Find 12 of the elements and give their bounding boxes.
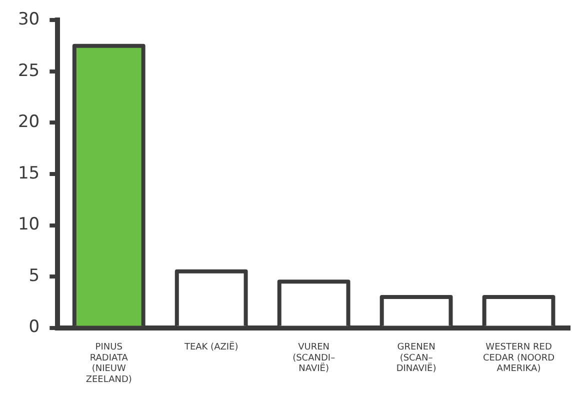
y-tick-label: 10 <box>18 214 40 235</box>
y-tick-label: 15 <box>18 163 40 184</box>
x-tick-label: WESTERN RED CEDAR (NOORD AMERIKA) <box>482 342 555 374</box>
x-tick-label: TEAK (AZIË) <box>183 340 238 353</box>
y-tick-label: 20 <box>18 112 40 132</box>
x-tick-label: VUREN (SCANDI– NAVIË) <box>292 342 336 374</box>
x-tick-label: GRENEN (SCAN– DINAVIË) <box>396 342 436 374</box>
x-tick-label: PINUS RADIATA (NIEUW ZEELAND) <box>86 342 132 385</box>
y-tick-label: 0 <box>28 317 40 338</box>
y-tick-label: 5 <box>28 266 40 286</box>
y-tick-label: 25 <box>18 60 40 81</box>
y-tick-label: 30 <box>18 10 40 30</box>
